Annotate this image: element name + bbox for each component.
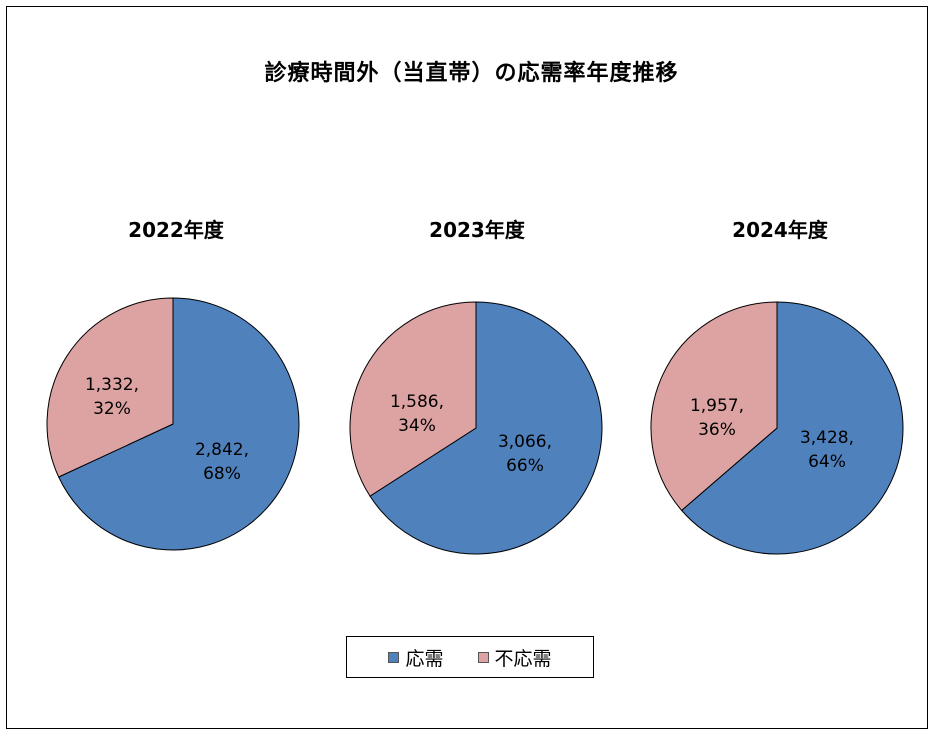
pie-slice-2-0 [680,301,904,555]
pie-slice-1-1 [349,301,477,497]
data-label-2-1-0: 1,957, [690,396,744,416]
pie-title-2022: 2022年度 [128,218,224,242]
pie-title-2024: 2024年度 [732,218,828,242]
data-label-0-0-0: 2,842, [195,440,249,460]
data-label-0-0-1: 68% [203,464,241,484]
data-label-1-1-1: 34% [398,416,436,436]
pie-title-2023: 2023年度 [429,218,525,242]
data-label-2-0-0: 3,428, [800,428,854,448]
pie-slice-1-0 [369,301,603,555]
legend-swatch-no-response [477,651,489,663]
legend-swatch-response [388,651,400,663]
data-label-0-1-0: 1,332, [85,375,139,395]
data-label-2-0-1: 64% [808,452,846,472]
pie-slice-2-1 [650,301,778,512]
pie-slice-0-0 [58,297,300,551]
legend-item-no-response: 不応需 [477,644,552,671]
pie-slice-0-1 [46,297,174,478]
chart-title: 診療時間外（当直帯）の応需率年度推移 [264,61,679,86]
legend-label-no-response: 不応需 [494,647,552,670]
legend-label-response: 応需 [405,647,444,670]
data-label-2-1-1: 36% [698,420,736,440]
legend: 応需 不応需 [346,636,594,678]
data-label-0-1-1: 32% [93,399,131,419]
legend-item-response: 応需 [388,644,444,671]
data-label-1-1-0: 1,586, [390,392,444,412]
data-label-1-0-0: 3,066, [498,432,552,452]
data-label-1-0-1: 66% [506,456,544,476]
